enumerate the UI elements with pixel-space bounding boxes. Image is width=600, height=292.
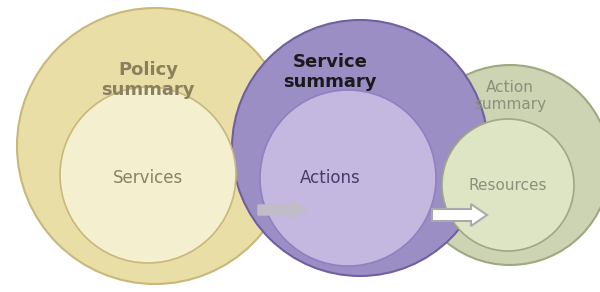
Circle shape	[410, 65, 600, 265]
Text: Resources: Resources	[469, 178, 547, 194]
Circle shape	[17, 8, 293, 284]
Text: Policy
summary: Policy summary	[101, 61, 195, 99]
Text: Actions: Actions	[299, 169, 361, 187]
Text: Action
summary: Action summary	[474, 80, 546, 112]
FancyArrow shape	[432, 204, 487, 226]
Circle shape	[232, 20, 488, 276]
Circle shape	[442, 119, 574, 251]
Circle shape	[60, 87, 236, 263]
Text: Service
summary: Service summary	[283, 53, 377, 91]
FancyArrow shape	[258, 201, 306, 219]
Text: Services: Services	[113, 169, 183, 187]
Circle shape	[260, 90, 436, 266]
